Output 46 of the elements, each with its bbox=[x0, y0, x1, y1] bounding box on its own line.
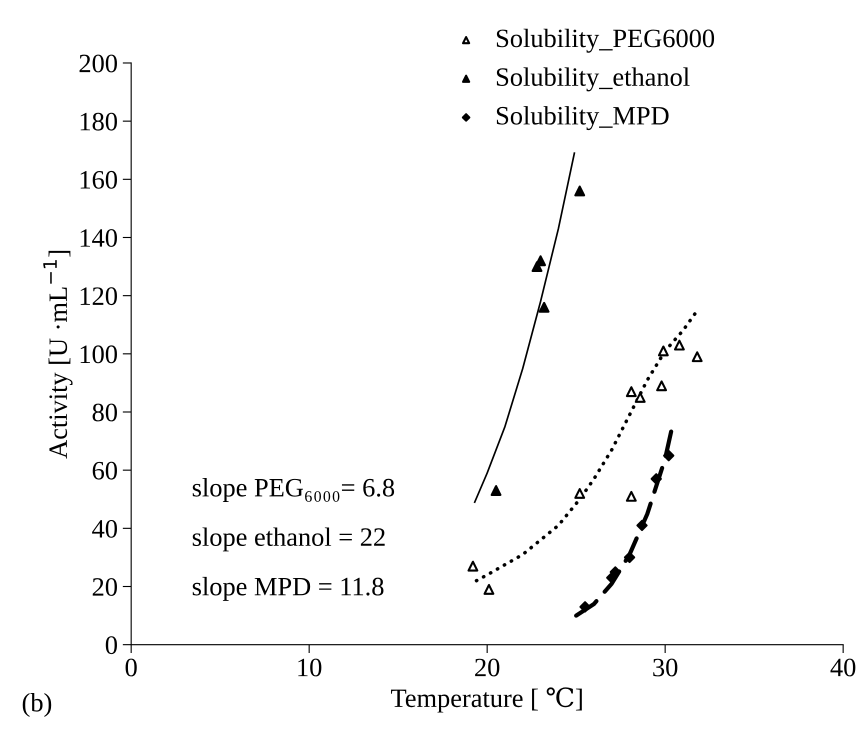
point bbox=[467, 560, 478, 572]
point bbox=[574, 186, 586, 196]
point bbox=[634, 392, 646, 403]
line-series bbox=[474, 311, 698, 582]
annotation: slope MPD = 11.8 bbox=[192, 576, 384, 601]
legend-label: Solubility_MPD bbox=[496, 106, 669, 130]
point bbox=[663, 450, 674, 462]
point bbox=[484, 584, 494, 595]
x-axis-title: Temperature [ ℃] bbox=[391, 687, 582, 713]
y-tick-label: 80 bbox=[92, 404, 117, 422]
x-tick-label: 40 bbox=[830, 658, 856, 676]
point bbox=[535, 255, 546, 266]
line-series bbox=[474, 152, 576, 503]
point bbox=[650, 473, 662, 485]
point bbox=[538, 302, 550, 313]
x-tick-label: 10 bbox=[298, 658, 322, 676]
y-tick-label: 0 bbox=[106, 636, 117, 654]
point bbox=[658, 345, 669, 356]
x-tick-label: 30 bbox=[653, 658, 678, 676]
point bbox=[574, 488, 586, 499]
x-tick-label: 20 bbox=[475, 658, 500, 676]
x-tick-label: 0 bbox=[126, 658, 137, 676]
y-tick-label: 40 bbox=[92, 520, 117, 538]
legend-label: Solubility_ethanol bbox=[496, 67, 690, 92]
y-tick-label: 20 bbox=[92, 578, 117, 596]
y-axis-title: Activity [U ·mL$^{−1}$] bbox=[43, 250, 73, 459]
annotation: slope ethanol = 22 bbox=[192, 527, 385, 552]
y-tick-label: 60 bbox=[92, 462, 117, 480]
point bbox=[624, 552, 636, 564]
y-tick-label: 200 bbox=[80, 54, 117, 72]
y-tick-label: 100 bbox=[80, 345, 117, 364]
y-tick-label: 120 bbox=[80, 287, 117, 306]
point bbox=[490, 485, 502, 496]
y-tick-label: 140 bbox=[80, 229, 117, 247]
point bbox=[674, 340, 685, 351]
point bbox=[692, 351, 703, 362]
point bbox=[626, 490, 637, 502]
point bbox=[579, 601, 591, 613]
point bbox=[636, 520, 648, 532]
y-tick-label: 160 bbox=[80, 170, 117, 189]
point bbox=[626, 386, 637, 398]
annotation: slope PEG₆₀₀₀= 6.8 bbox=[192, 478, 394, 502]
legend-label: Solubility_PEG6000 bbox=[496, 28, 714, 53]
point bbox=[656, 380, 668, 392]
text: (b) bbox=[22, 693, 52, 717]
y-tick-label: 180 bbox=[80, 112, 117, 131]
